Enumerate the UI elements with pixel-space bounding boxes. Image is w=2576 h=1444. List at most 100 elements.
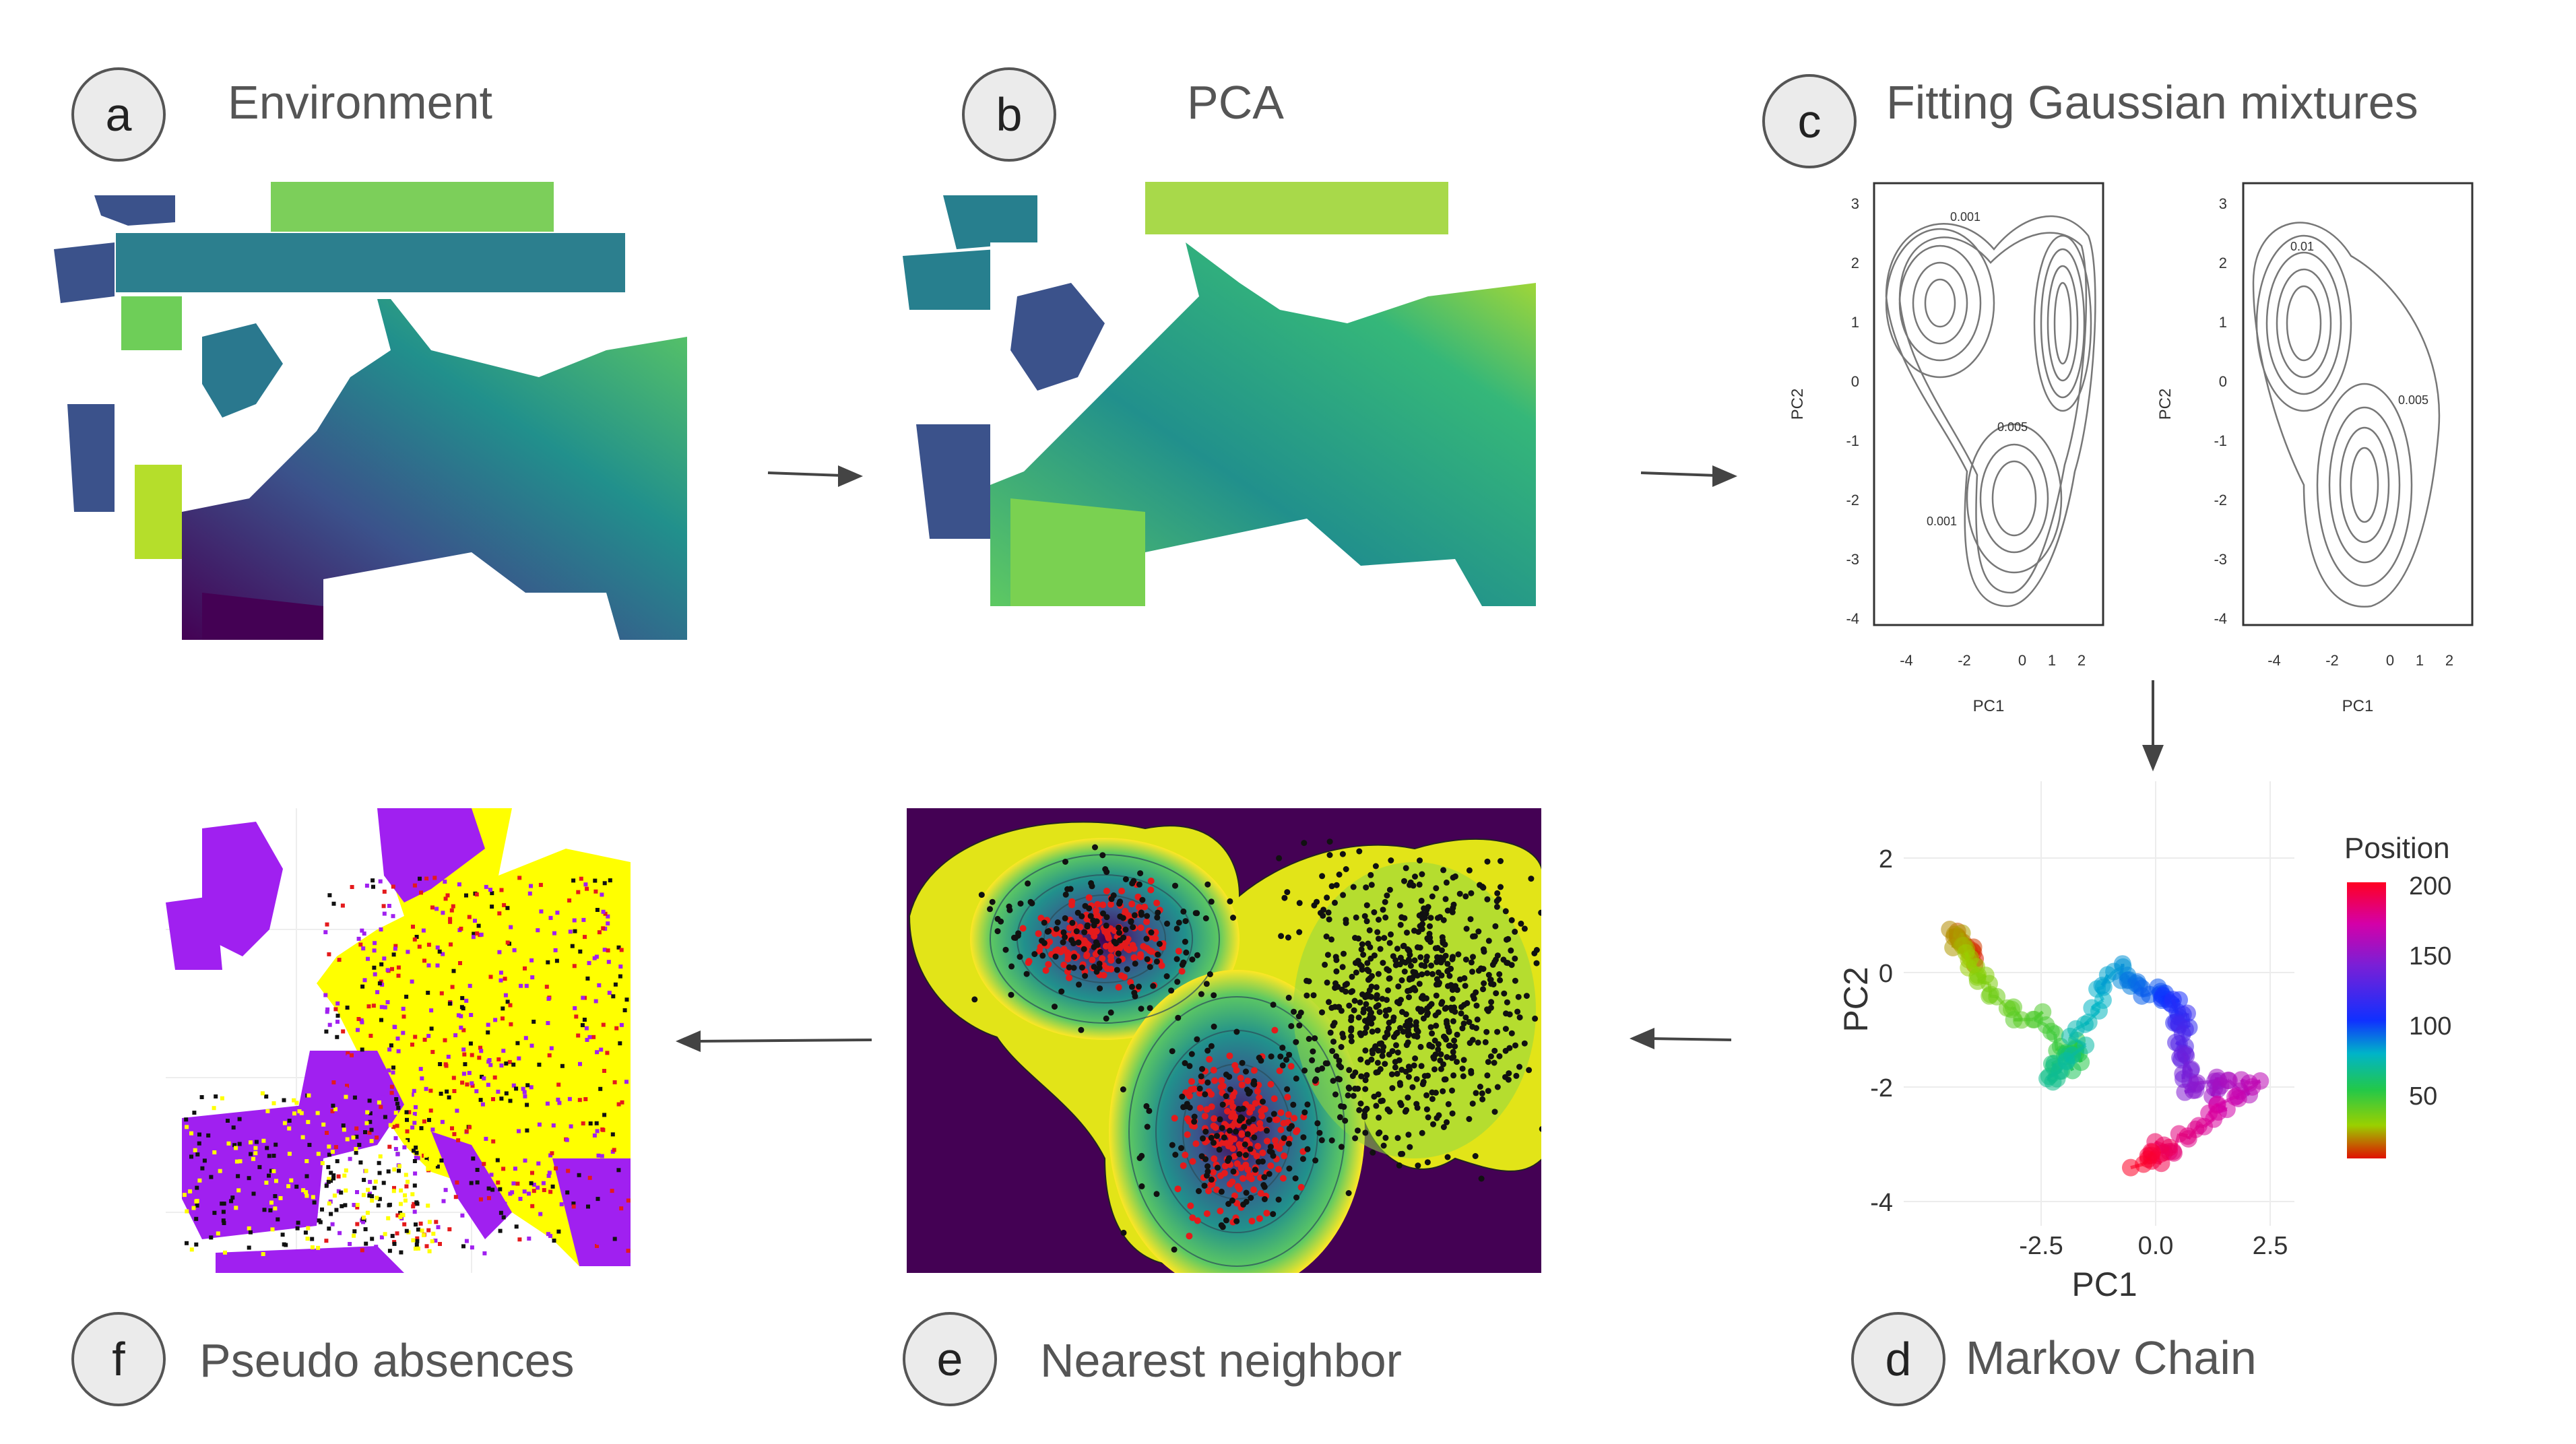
absence-point [1058, 988, 1065, 995]
pseudo-absence-cell [361, 1215, 366, 1220]
pseudo-absence-cell [404, 994, 409, 999]
absence-point [1215, 1164, 1221, 1171]
absence-point [1076, 981, 1082, 988]
chain-point [2121, 1158, 2139, 1177]
absence-point [1230, 915, 1236, 921]
pseudo-absence-cell [189, 1131, 193, 1136]
pseudo-absence-cell [460, 1213, 465, 1218]
pseudo-absence-cell [488, 1063, 493, 1068]
pseudo-absence-cell [234, 1146, 238, 1150]
pca-map-stack [903, 182, 1536, 606]
pseudo-absence-cell [523, 1036, 528, 1041]
presence-point [1229, 1093, 1236, 1100]
plot2-contour-label-2: 0.005 [2398, 393, 2428, 407]
pseudo-absence-cell [320, 1207, 324, 1212]
absence-point [1330, 1078, 1337, 1084]
absence-point [1504, 999, 1510, 1006]
plot2-ytick: 2 [2219, 255, 2227, 271]
pseudo-absence-cell [573, 1006, 577, 1010]
pseudo-absence-cell [414, 935, 419, 939]
pseudo-absence-cell [492, 1075, 497, 1080]
absence-point [1343, 919, 1349, 926]
pseudo-absence-cell [410, 1092, 414, 1097]
absence-point [1261, 1174, 1268, 1181]
presence-point [1103, 965, 1111, 973]
presence-point [1206, 1055, 1213, 1063]
pseudo-absence-cell [395, 1123, 399, 1128]
pseudo-absence-cell [404, 1228, 409, 1233]
pseudo-absence-cell [411, 1204, 416, 1209]
absence-point [1326, 999, 1332, 1006]
absence-point [1426, 1041, 1433, 1048]
absence-point [1442, 952, 1449, 959]
pseudo-absence-cell [429, 1026, 434, 1031]
pseudo-absence-cell [412, 1148, 416, 1153]
pseudo-absence-cell [620, 1100, 624, 1105]
absence-point [1116, 924, 1122, 931]
absence-point [1423, 1092, 1430, 1098]
pseudo-absence-cell [247, 1245, 251, 1250]
markov-ylabel: PC2 [1837, 966, 1875, 1032]
pseudo-absence-cell [527, 1191, 531, 1196]
pseudo-absence-cell [310, 1245, 315, 1249]
absence-point [1381, 935, 1388, 942]
pseudo-absence-cell [464, 893, 468, 898]
presence-point [1141, 903, 1149, 911]
absence-point [1138, 1183, 1145, 1189]
pseudo-absence-cell [448, 919, 453, 924]
pseudo-absence-cell [437, 949, 442, 954]
presence-point [1226, 1052, 1233, 1059]
absence-point [1506, 1045, 1513, 1051]
pseudo-absence-cell [606, 960, 611, 964]
pseudo-absence-cell [331, 1103, 335, 1108]
pseudo-absence-cell [488, 975, 493, 979]
absence-point [1386, 975, 1393, 982]
pseudo-absence-cell [486, 1082, 490, 1087]
pseudo-absence-cell [395, 1152, 400, 1156]
absence-point [1350, 884, 1357, 890]
absence-point [1137, 870, 1144, 877]
absence-point [1108, 896, 1115, 902]
pseudo-absence-cell [366, 1187, 371, 1192]
absence-point [1384, 892, 1390, 899]
pseudo-absence-cell [327, 893, 332, 898]
pseudo-absence-cell [517, 876, 522, 880]
pseudo-absence-cell [478, 1098, 483, 1103]
pseudo-absence-cell [390, 1234, 395, 1239]
panel-f-badge: f [71, 1312, 166, 1406]
pseudo-absence-cell [619, 1206, 624, 1211]
absence-point [1363, 1001, 1370, 1008]
absence-point [1424, 970, 1431, 977]
pseudo-absence-cell [509, 1022, 513, 1026]
pseudo-absence-cell [530, 1171, 534, 1175]
pseudo-absence-cell [327, 1144, 331, 1149]
presence-point [1291, 1115, 1298, 1122]
pseudo-absence-cell [379, 962, 384, 966]
absence-point [1309, 1057, 1316, 1063]
absence-point [1526, 1067, 1533, 1074]
presence-point [1076, 923, 1084, 931]
pseudo-absence-cell [346, 1054, 351, 1059]
absence-point [1218, 1188, 1225, 1195]
pseudo-absence-cell [571, 1204, 576, 1209]
pseudo-absence-cell [455, 1180, 459, 1185]
plot2-ytick: -2 [2214, 492, 2227, 508]
pseudo-absence-cell [597, 983, 602, 987]
absence-point [1351, 997, 1358, 1004]
pseudo-absence-cell [344, 1086, 348, 1091]
absence-point [1413, 1101, 1420, 1107]
pseudo-absence-cell [522, 1090, 527, 1094]
pseudo-absence-cell [355, 1203, 360, 1207]
pseudo-absence-cell [417, 944, 422, 949]
absence-point [1449, 956, 1456, 962]
absence-point [1521, 925, 1528, 932]
absence-point [1204, 1079, 1211, 1086]
absence-point [1352, 1069, 1359, 1076]
absence-point [1360, 1009, 1367, 1016]
markov-ytick: 0 [1879, 960, 1893, 988]
absence-point [1153, 958, 1160, 965]
pseudo-absence-cell [192, 1111, 197, 1115]
pseudo-absence-cell [361, 1193, 366, 1197]
pseudo-absence-cell [470, 1245, 474, 1250]
pseudo-absence-cell [373, 1179, 378, 1184]
